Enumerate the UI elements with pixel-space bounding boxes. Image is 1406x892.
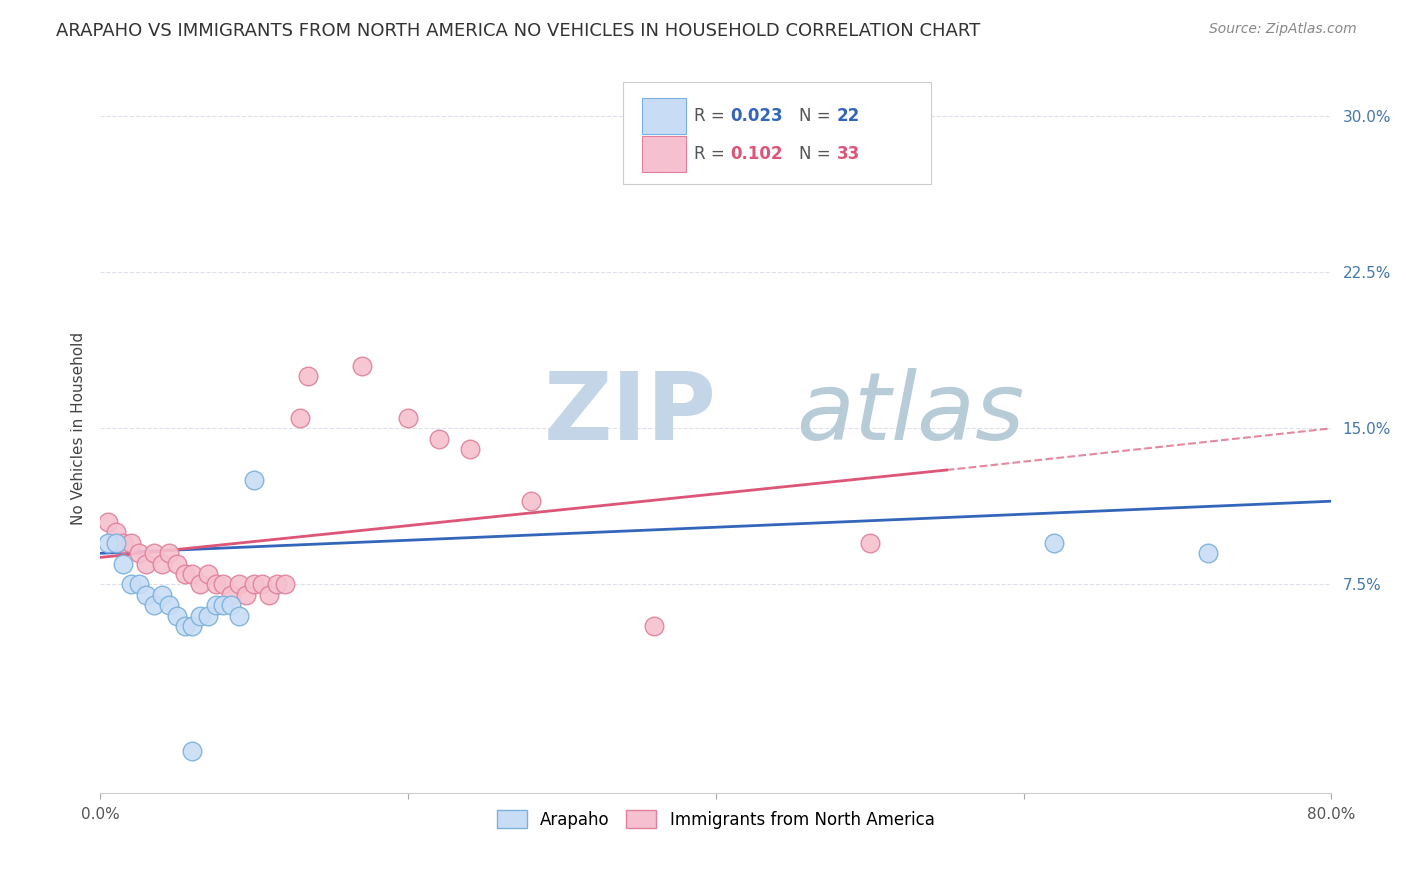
Point xyxy=(97,536,120,550)
Point xyxy=(219,588,242,602)
Point xyxy=(228,608,250,623)
Text: 0.023: 0.023 xyxy=(731,107,783,125)
Point xyxy=(112,536,135,550)
Point xyxy=(188,608,211,623)
Point xyxy=(104,536,127,550)
Text: N =: N = xyxy=(800,145,831,163)
Point xyxy=(643,120,665,134)
Point xyxy=(235,588,257,602)
Point xyxy=(173,619,195,633)
Point xyxy=(274,577,297,591)
Point xyxy=(173,567,195,582)
Point xyxy=(143,546,166,560)
Text: Source: ZipAtlas.com: Source: ZipAtlas.com xyxy=(1209,22,1357,37)
Point xyxy=(150,557,173,571)
Point xyxy=(104,525,127,540)
Point xyxy=(859,536,882,550)
Text: R =: R = xyxy=(693,107,724,125)
Point xyxy=(112,557,135,571)
Point xyxy=(166,557,188,571)
Point xyxy=(157,599,180,613)
Point xyxy=(204,577,226,591)
Point xyxy=(219,599,242,613)
Text: R =: R = xyxy=(693,145,724,163)
Point xyxy=(188,577,211,591)
Point xyxy=(243,577,266,591)
Point xyxy=(266,577,288,591)
Point xyxy=(427,432,450,446)
Text: 33: 33 xyxy=(837,145,859,163)
Point xyxy=(181,744,204,758)
Point xyxy=(243,474,266,488)
Point xyxy=(135,588,157,602)
Text: ZIP: ZIP xyxy=(543,368,716,459)
FancyBboxPatch shape xyxy=(643,98,686,135)
Text: atlas: atlas xyxy=(796,368,1024,459)
Point xyxy=(197,608,219,623)
Text: 22: 22 xyxy=(837,107,859,125)
Point xyxy=(212,577,235,591)
Point xyxy=(458,442,481,457)
Point xyxy=(166,608,188,623)
Point xyxy=(396,411,419,425)
Text: ARAPAHO VS IMMIGRANTS FROM NORTH AMERICA NO VEHICLES IN HOUSEHOLD CORRELATION CH: ARAPAHO VS IMMIGRANTS FROM NORTH AMERICA… xyxy=(56,22,980,40)
Point xyxy=(1197,546,1219,560)
Point xyxy=(181,619,204,633)
Point xyxy=(135,557,157,571)
Point xyxy=(259,588,281,602)
Text: N =: N = xyxy=(800,107,831,125)
Point xyxy=(290,411,312,425)
Point xyxy=(250,577,273,591)
Point xyxy=(97,515,120,529)
Point xyxy=(350,359,373,373)
Text: 0.102: 0.102 xyxy=(731,145,783,163)
Y-axis label: No Vehicles in Household: No Vehicles in Household xyxy=(72,332,86,524)
Point xyxy=(228,577,250,591)
Point xyxy=(157,546,180,560)
Point xyxy=(212,599,235,613)
Point xyxy=(150,588,173,602)
Point xyxy=(128,577,150,591)
Point xyxy=(181,567,204,582)
Point xyxy=(520,494,543,508)
Point xyxy=(297,369,319,384)
Point xyxy=(128,546,150,560)
Point xyxy=(143,599,166,613)
Point xyxy=(1043,536,1066,550)
Point xyxy=(643,619,665,633)
FancyBboxPatch shape xyxy=(643,136,686,172)
Point xyxy=(204,599,226,613)
Point xyxy=(120,577,142,591)
Legend: Arapaho, Immigrants from North America: Arapaho, Immigrants from North America xyxy=(491,804,942,835)
Point xyxy=(197,567,219,582)
FancyBboxPatch shape xyxy=(623,82,931,185)
Point xyxy=(120,536,142,550)
